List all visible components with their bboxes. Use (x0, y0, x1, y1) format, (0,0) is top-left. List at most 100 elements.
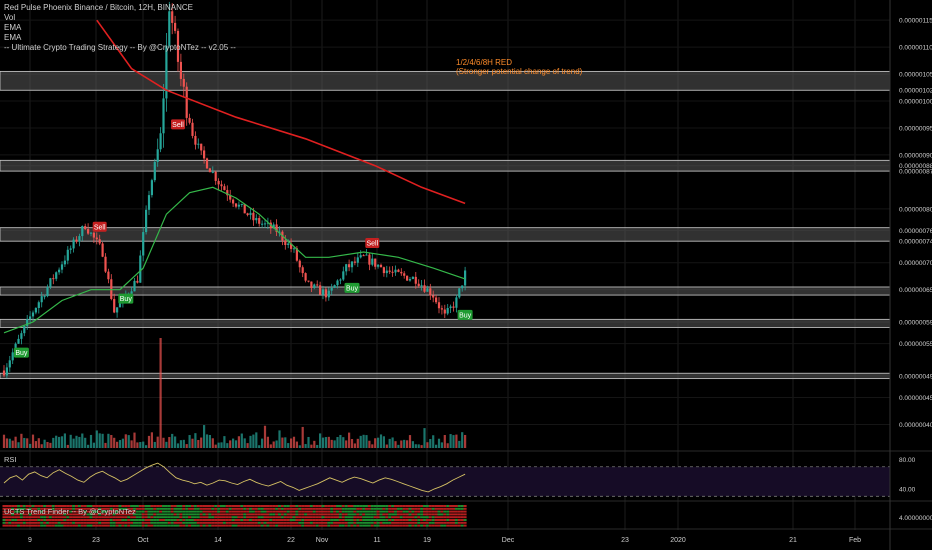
trend-cell (280, 507, 284, 510)
candle-body (313, 284, 316, 288)
candle-body (203, 150, 206, 159)
trend-cell (159, 507, 163, 510)
volume-bar (130, 440, 133, 448)
volume-bar (174, 436, 177, 448)
trend-cell (414, 513, 418, 516)
trend-cell (428, 513, 432, 516)
trend-cell (341, 513, 345, 516)
trend-cell (373, 507, 377, 510)
trend-cell (98, 513, 102, 516)
trend-cell (243, 507, 247, 510)
trend-cell (420, 519, 424, 521)
candle-body (145, 209, 148, 233)
time-tick-label: 2020 (670, 537, 686, 544)
candle-body (171, 11, 174, 23)
trend-cell (112, 521, 116, 524)
trend-cell (40, 505, 44, 507)
candle-body (310, 281, 313, 288)
trend-cell (399, 521, 403, 524)
candle-body (179, 61, 182, 79)
annotation-line-1: 1/2/4/6/8H RED (456, 58, 513, 67)
trend-cell (254, 519, 258, 521)
trend-cell (353, 510, 357, 513)
trend-cell (40, 519, 44, 521)
volume-bar (52, 437, 55, 448)
trend-cell (312, 524, 316, 527)
candle-body (84, 226, 87, 230)
candle-body (17, 338, 20, 344)
trend-cell (147, 510, 151, 513)
trend-cell (112, 524, 116, 527)
volume-bar (89, 434, 93, 448)
trend-cell (101, 524, 105, 527)
signal-text: Sell (94, 224, 106, 231)
volume-bar (449, 434, 452, 448)
candle-body (330, 287, 333, 291)
trend-cell (17, 516, 20, 519)
trend-cell (150, 510, 154, 513)
trend-cell (234, 505, 238, 507)
trend-cell (14, 516, 18, 519)
candle-body (437, 302, 441, 309)
trend-cell (399, 513, 403, 516)
volume-bar (319, 433, 322, 448)
trend-cell (141, 521, 145, 524)
legend-strategy[interactable]: -- Ultimate Crypto Trading Strategy -- B… (4, 43, 236, 52)
trend-cell (8, 524, 12, 527)
trend-cell (109, 519, 113, 521)
trend-cell (185, 521, 189, 524)
trend-cell (234, 516, 238, 519)
trend-cell (373, 521, 377, 524)
trend-cell (295, 507, 299, 510)
trend-cell (104, 524, 107, 527)
volume-bar (191, 438, 194, 448)
legend-ema-1[interactable]: EMA (4, 23, 22, 32)
trend-cell (338, 519, 342, 521)
trend-cell (431, 507, 435, 510)
volume-bar (313, 440, 316, 448)
trend-cell (272, 513, 276, 516)
trend-cell (246, 510, 250, 513)
trend-cell (243, 505, 247, 507)
candle-body (208, 168, 211, 173)
trend-cell (121, 507, 125, 510)
trend-cell (301, 524, 305, 527)
trend-cell (147, 513, 151, 516)
trend-cell (60, 510, 64, 513)
trend-cell (237, 516, 241, 519)
trend-cell (127, 521, 131, 524)
trend-cell (301, 505, 305, 507)
trend-cell (431, 505, 435, 507)
trend-cell (208, 505, 212, 507)
trend-cell (292, 516, 296, 519)
trend-cell (315, 521, 319, 524)
trend-cell (283, 516, 287, 519)
trend-cell (150, 516, 154, 519)
trend-cell (376, 505, 380, 507)
trend-cell (144, 521, 148, 524)
trend-pane-label[interactable]: UCTS Trend Finder -- By @CryptoNTez (4, 507, 136, 516)
candle-body (345, 264, 348, 272)
trend-cell (124, 510, 128, 513)
trend-cell (98, 516, 102, 519)
trend-cell (399, 507, 403, 510)
trend-cell (193, 513, 197, 516)
trend-cell (275, 516, 279, 519)
rsi-pane-label[interactable]: RSI (4, 455, 17, 464)
trend-cell (150, 521, 154, 524)
chart-legend: Red Pulse Phoenix Binance / Bitcoin, 12H… (4, 3, 236, 53)
volume-bar (78, 436, 81, 448)
trend-cell (191, 507, 194, 510)
trend-cell (249, 521, 252, 524)
trend-cell (309, 513, 313, 516)
trend-cell (138, 519, 142, 521)
trend-cell (176, 519, 180, 521)
trend-cell (286, 516, 290, 519)
trend-cell (434, 505, 438, 507)
legend-symbol-title[interactable]: Red Pulse Phoenix Binance / Bitcoin, 12H… (4, 3, 193, 12)
trend-cell (115, 516, 119, 519)
candle-body (92, 232, 95, 238)
legend-volume[interactable]: Vol (4, 13, 16, 22)
trend-cell (173, 513, 177, 516)
legend-ema-2[interactable]: EMA (4, 33, 22, 42)
